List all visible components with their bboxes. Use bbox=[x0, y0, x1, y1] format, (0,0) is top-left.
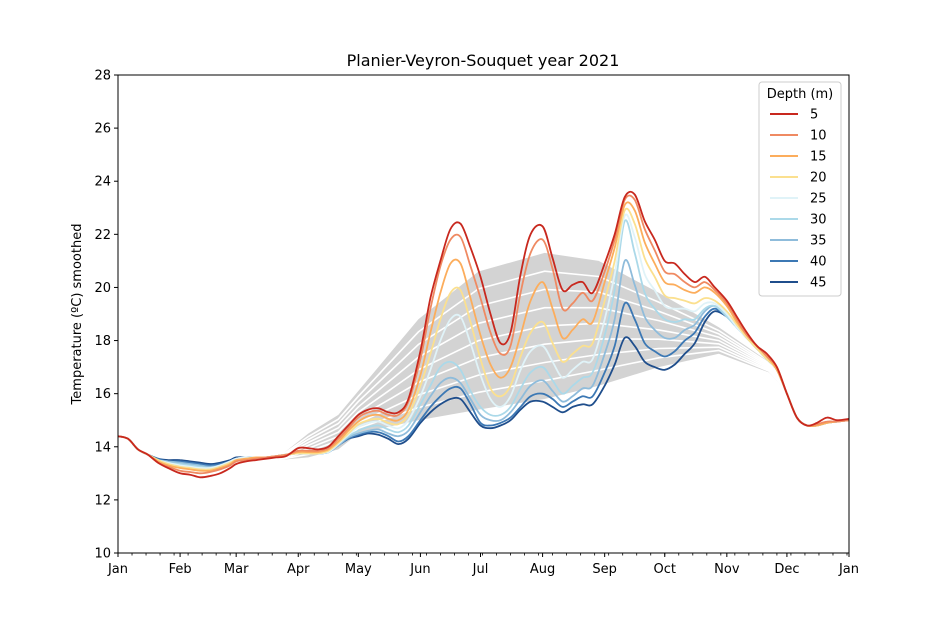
series-line-10 bbox=[118, 194, 849, 475]
climatology-line bbox=[277, 306, 790, 460]
x-tick-label: May bbox=[345, 562, 372, 577]
y-tick-label: 28 bbox=[94, 69, 111, 84]
x-tick-label: Oct bbox=[654, 562, 676, 577]
y-axis: 10 12 14 16 18 20 22 24 26 28 bbox=[94, 69, 118, 562]
legend-title: Depth (m) bbox=[767, 87, 834, 102]
x-tick-label: Jun bbox=[409, 562, 430, 577]
legend-items: 5 10 15 20 25 30 35 40 45 bbox=[770, 108, 827, 291]
series-layer bbox=[118, 190, 849, 479]
y-tick-label: 18 bbox=[94, 334, 111, 349]
legend-label-5: 5 bbox=[810, 108, 818, 123]
climatology-line bbox=[277, 288, 790, 459]
chart-title: Planier-Veyron-Souquet year 2021 bbox=[347, 51, 620, 70]
legend-label-30: 30 bbox=[810, 213, 827, 228]
x-tick-label: Feb bbox=[169, 562, 192, 577]
y-axis-label: Temperature (ºC) smoothed bbox=[70, 224, 85, 406]
y-tick-label: 10 bbox=[94, 547, 111, 562]
y-tick-label: 14 bbox=[94, 440, 111, 455]
y-tick-label: 24 bbox=[94, 175, 111, 190]
climatology-line bbox=[277, 338, 790, 460]
legend-label-20: 20 bbox=[810, 171, 827, 186]
x-tick-label: Dec bbox=[774, 562, 799, 577]
legend: Depth (m) 5 10 15 20 25 30 35 40 45 bbox=[758, 81, 842, 297]
x-tick-label: Sep bbox=[592, 562, 617, 577]
x-tick-label: Aug bbox=[530, 562, 555, 577]
y-tick-label: 16 bbox=[94, 387, 111, 402]
x-tick-label: Jan bbox=[838, 562, 859, 577]
climatology-line bbox=[277, 270, 790, 459]
x-tick-label: Apr bbox=[287, 562, 310, 577]
legend-label-25: 25 bbox=[810, 192, 827, 207]
y-tick-label: 12 bbox=[94, 493, 111, 508]
legend-label-45: 45 bbox=[810, 276, 827, 291]
series-line-15 bbox=[118, 201, 849, 472]
y-tick-label: 26 bbox=[94, 122, 111, 137]
legend-label-10: 10 bbox=[810, 129, 827, 144]
x-tick-label: Jan bbox=[107, 562, 128, 577]
series-line-5 bbox=[118, 190, 849, 479]
x-axis: Jan Feb Mar Apr May Jun Jul Aug Sep Oct Nov Dec Jan bbox=[107, 553, 859, 577]
x-tick-label: Mar bbox=[224, 562, 249, 577]
legend-label-35: 35 bbox=[810, 234, 827, 249]
plot-frame bbox=[117, 74, 850, 554]
series-line-25 bbox=[118, 213, 849, 470]
legend-label-15: 15 bbox=[810, 150, 827, 165]
climatology-line bbox=[277, 322, 790, 460]
y-tick-label: 22 bbox=[94, 228, 111, 243]
y-tick-label: 20 bbox=[94, 281, 111, 296]
x-tick-label: Nov bbox=[714, 562, 740, 577]
x-tick-label: Jul bbox=[472, 562, 489, 577]
legend-label-40: 40 bbox=[810, 255, 827, 270]
